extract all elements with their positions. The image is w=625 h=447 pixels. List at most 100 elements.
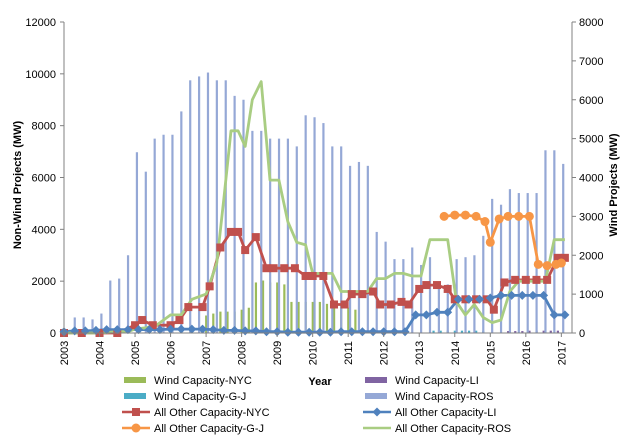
all-other-capacity-nyc-point — [340, 300, 349, 309]
all-other-capacity-li-point — [411, 310, 421, 320]
all-other-capacity-li-point — [357, 327, 367, 337]
wind-capacity-nyc-bar — [325, 303, 329, 333]
wind-capacity-g-j-bar — [467, 330, 471, 333]
wind-capacity-ros-bar — [357, 161, 361, 333]
x-tick-label: 2014 — [450, 341, 462, 365]
all-other-capacity-nyc-point — [329, 300, 338, 309]
wind-capacity-ros-bar — [348, 165, 352, 333]
all-other-capacity-g-j-point — [471, 211, 481, 221]
all-other-capacity-li-point — [261, 327, 271, 337]
wind-capacity-nyc-bar — [311, 301, 314, 333]
all-other-capacity-nyc-point — [216, 243, 225, 252]
wind-capacity-g-j-bar — [460, 330, 464, 333]
wind-capacity-ros-bar — [375, 231, 378, 333]
wind-capacity-g-j-legend-label: Wind Capacity-G-J — [154, 391, 246, 403]
x-tick-label: 2017 — [556, 341, 568, 365]
all-other-capacity-li-legend-label: All Other Capacity-LI — [395, 407, 496, 419]
all-other-capacity-li-point — [549, 310, 559, 320]
wind-capacity-ros-bar — [269, 138, 272, 333]
left-y-tick-label: 0 — [50, 328, 56, 340]
all-other-capacity-nyc-point — [369, 287, 378, 296]
wind-capacity-ros-bar — [437, 282, 440, 333]
all-other-capacity-li-point — [389, 327, 399, 337]
all-other-capacity-nyc-point — [489, 305, 498, 314]
wind-capacity-ros-bar — [73, 317, 76, 333]
all-other-capacity-nyc-point — [234, 227, 243, 236]
wind-capacity-g-j-bar — [439, 330, 442, 333]
all-other-capacity-nyc-point — [500, 278, 509, 287]
right-y-tick-label: 8000 — [579, 17, 603, 29]
wind-capacity-ros-bar — [135, 152, 139, 333]
wind-capacity-ros-bar — [189, 80, 192, 333]
wind-capacity-li-bar — [514, 331, 517, 333]
left-y-ticks: 0 2000 4000 6000 8000 10000 12000 — [25, 17, 64, 340]
all-other-capacity-nyc-point — [376, 300, 385, 309]
wind-capacity-nyc-bar — [226, 311, 229, 333]
wind-capacity-ros-bar — [197, 76, 201, 334]
wind-capacity-ros-bar — [331, 146, 334, 333]
all-other-capacity-li-point — [304, 327, 314, 337]
wind-capacity-ros-bar — [499, 204, 503, 333]
all-other-capacity-li-point — [325, 327, 335, 337]
wind-capacity-ros-bar — [482, 235, 485, 333]
all-other-capacity-li-point — [432, 307, 442, 317]
all-other-capacity-li-point — [496, 290, 506, 300]
all-other-capacity-g-j-point — [542, 261, 552, 271]
wind-capacity-ros-bar — [411, 247, 414, 333]
all-other-capacity-nyc-point — [511, 275, 520, 284]
all-other-capacity-nyc-point — [433, 281, 442, 290]
wind-capacity-ros-bar — [82, 317, 85, 333]
all-other-capacity-nyc-point — [184, 303, 193, 312]
wind-capacity-g-j-legend-swatch — [124, 393, 146, 399]
all-other-capacity-li-point — [453, 294, 463, 304]
all-other-capacity-nyc-point — [521, 275, 530, 284]
wind-capacity-nyc-bar — [283, 284, 286, 333]
wind-capacity-ros-bar — [91, 319, 94, 333]
right-y-axis-title: Wind Projects (MW) — [608, 133, 620, 237]
right-y-tick-label: 0 — [579, 328, 585, 340]
all-other-capacity-nyc-point — [262, 264, 271, 273]
wind-capacity-ros-bar — [322, 123, 325, 333]
all-other-capacity-nyc-point — [175, 316, 184, 325]
wind-capacity-ros-legend-label: Wind Capacity-ROS — [395, 391, 493, 403]
all-other-capacity-li-point — [134, 325, 144, 335]
all-other-capacity-nyc-point — [241, 246, 250, 255]
wind-capacity-li-bar — [528, 330, 531, 333]
wind-capacity-nyc-bar — [261, 280, 265, 333]
wind-capacity-ros-bar — [402, 259, 405, 333]
all-other-capacity-li-point — [144, 325, 154, 335]
all-other-capacity-nyc-point — [148, 321, 157, 330]
x-tick-label: 2005 — [130, 341, 142, 365]
all-other-capacity-nyc-point — [553, 253, 562, 262]
wind-capacity-ros-bar — [393, 259, 396, 333]
all-other-capacity-li-point — [198, 324, 208, 334]
all-other-capacity-ros-line — [64, 80, 565, 335]
wind-capacity-li-bar — [521, 331, 524, 333]
all-other-capacity-ros-legend-label: All Other Capacity-ROS — [395, 423, 511, 435]
x-tick-label: 2009 — [272, 341, 284, 365]
wind-capacity-ros-bar — [162, 134, 165, 333]
all-other-capacity-nyc-point — [301, 271, 310, 280]
wind-capacity-ros-bar — [233, 95, 236, 333]
x-tick-label: 2015 — [485, 341, 497, 365]
wind-capacity-ros-bar — [428, 257, 432, 333]
all-other-capacity-nyc-point — [138, 316, 147, 325]
wind-capacity-g-j-bar — [453, 330, 456, 333]
all-other-capacity-li-point — [560, 310, 570, 320]
all-other-capacity-li-point — [421, 310, 431, 320]
all-other-capacity-li-point — [283, 327, 293, 337]
all-other-capacity-nyc-point — [422, 281, 431, 290]
wind-capacity-nyc-bar — [290, 301, 293, 333]
all-other-capacity-nyc-point — [198, 303, 207, 312]
wind-capacity-ros-bar — [464, 257, 467, 333]
wind-capacity-nyc-bar — [247, 307, 250, 333]
all-other-capacity-li-point — [293, 327, 303, 337]
all-other-capacity-nyc-point — [131, 321, 140, 330]
all-other-capacity-li-point — [123, 325, 133, 335]
wind-capacity-g-j-bar — [432, 330, 435, 333]
all-other-capacity-li-point — [517, 290, 527, 300]
x-axis-title: Year — [308, 376, 332, 388]
all-other-capacity-g-j-legend-label: All Other Capacity-G-J — [154, 423, 264, 435]
